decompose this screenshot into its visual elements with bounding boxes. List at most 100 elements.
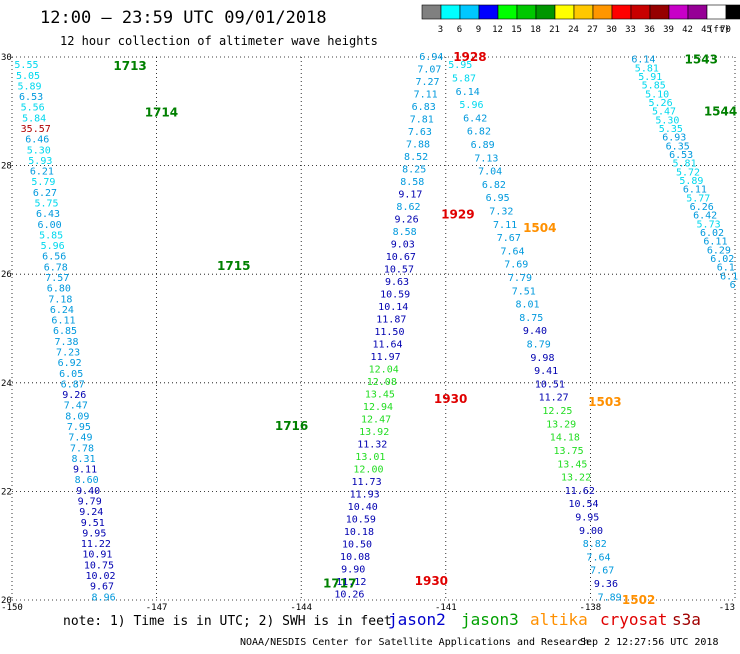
colorbar-tick-label: 45 [701, 25, 712, 35]
wave-height-point: 7.07 [417, 65, 441, 76]
wave-height-point: 6.42 [693, 211, 717, 222]
wave-height-point: 8.79 [527, 340, 551, 351]
wave-height-point: 8.75 [519, 313, 543, 324]
wave-height-point: 7.23 [56, 348, 80, 359]
wave-height-point: 8.25 [402, 165, 426, 176]
x-tick-label: -138 [580, 603, 602, 613]
wave-height-point: 6.11 [683, 185, 707, 196]
pass-number-label: 1929 [441, 207, 474, 221]
colorbar-tick-label: 70 [720, 25, 731, 35]
wave-height-point: 6.11 [51, 316, 75, 327]
colorbar-swatch [478, 4, 499, 20]
wave-height-point: 12.08 [367, 377, 397, 388]
wave-height-point: 8.01 [515, 300, 539, 311]
wave-height-point: 7.18 [48, 294, 72, 305]
wave-height-point: 8.96 [92, 592, 116, 603]
wave-height-point: 13.01 [355, 452, 385, 463]
colorbar-swatch [649, 4, 670, 20]
wave-height-point: 5.87 [452, 73, 476, 84]
wave-height-point: 5.26 [649, 98, 673, 109]
wave-height-point: 5.93 [28, 156, 52, 167]
wave-height-point: 6.82 [482, 180, 506, 191]
pass-number-label: 1930 [415, 574, 448, 588]
wave-height-point: 10.59 [380, 290, 410, 301]
wave-height-point: 10.75 [84, 560, 114, 571]
y-tick-label: 30 [1, 53, 12, 63]
wave-height-point: 14.18 [550, 433, 580, 444]
pass-number-label: 1502 [622, 593, 655, 607]
wave-height-point: 6.02 [700, 228, 724, 239]
wave-height-point: 5.73 [697, 219, 721, 230]
wave-height-point: 9.95 [82, 528, 106, 539]
wave-height-point: 11.22 [81, 539, 111, 550]
y-tick-label: 28 [1, 162, 12, 172]
colorbar-swatch [630, 4, 651, 20]
wave-height-point: 10.50 [342, 540, 372, 551]
wave-height-point: 6.83 [412, 102, 436, 113]
wave-height-point: 6.95 [486, 193, 510, 204]
colorbar-swatch [668, 4, 689, 20]
wave-height-point: 6.93 [662, 133, 686, 144]
wave-height-point: 13.92 [359, 427, 389, 438]
axis-ticks: 30 28 26 24 22 20-150 -147 -144 -141 -138 -13 [1, 53, 735, 613]
wave-height-point: 13.22 [561, 473, 591, 484]
wave-height-point: 6.89 [471, 140, 495, 151]
wave-height-point: 7.11 [493, 220, 517, 231]
wave-height-point: 6.14 [456, 87, 480, 98]
wave-height-point: 12.25 [542, 406, 572, 417]
colorbar-tick-label: 27 [587, 25, 598, 35]
pass-number-label: 1713 [113, 59, 146, 73]
wave-height-point: 10.51 [535, 379, 565, 390]
colorbar-swatch [440, 4, 461, 20]
wave-height-point: 8.58 [400, 177, 424, 188]
wave-height-point: 6.87 [61, 379, 85, 390]
x-tick-label: -144 [290, 603, 312, 613]
colorbar-tick-label: 36 [644, 25, 655, 35]
wave-height-point: 5.89 [679, 176, 703, 187]
wave-height-point: 10.67 [386, 252, 416, 263]
satellite-legend: jason2 jason3 altika cryosat s3a [388, 610, 701, 629]
wave-height-point: 8.82 [583, 539, 607, 550]
wave-height-point: 5.77 [686, 193, 710, 204]
wave-height-point: 8.31 [71, 454, 95, 465]
wave-height-point: 10.08 [340, 552, 370, 563]
wave-height-point: 5.91 [638, 72, 662, 83]
wave-height-point: 6.11 [703, 237, 727, 248]
wave-height-point: 11.87 [376, 315, 406, 326]
map-subtitle: 12 hour collection of altimeter wave hei… [60, 34, 378, 48]
wave-height-point: 7.64 [586, 552, 610, 563]
wave-height-point: 6.85 [53, 326, 77, 337]
wave-height-point: 10.59 [346, 515, 376, 526]
wave-height-point: 6.27 [33, 188, 57, 199]
colorbar-tick-label: 39 [663, 25, 674, 35]
wave-height-point: 11.32 [357, 440, 387, 451]
wave-height-point: 9.41 [534, 366, 558, 377]
wave-height-point: 8.58 [393, 227, 417, 238]
colorbar-tick-label: 12 [492, 25, 503, 35]
satellite-legend-cryosat: cryosat [600, 610, 667, 629]
wave-height-point: 9.26 [62, 390, 86, 401]
pass-number-label: 1928 [453, 50, 486, 64]
wave-height-point: 5.72 [676, 167, 700, 178]
footer-note: note: 1) Time is in UTC; 2) SWH is in fe… [63, 614, 392, 629]
wave-height-point: 5.10 [645, 89, 669, 100]
wave-height-point: 5.47 [652, 107, 676, 118]
pass-number-label: 1715 [217, 259, 250, 273]
wave-height-point: 6.1 [720, 271, 738, 282]
wave-height-point: 9.17 [398, 190, 422, 201]
wave-height-point: 9.79 [78, 496, 102, 507]
wave-height-point: 11.73 [351, 477, 381, 488]
wave-height-point: 9.67 [90, 582, 114, 593]
wave-height-point: 7.47 [64, 401, 88, 412]
wave-height-point: 10.02 [85, 571, 115, 582]
wave-height-point: 6.43 [36, 209, 60, 220]
colorbar-swatch [535, 4, 556, 20]
pass-number-label: 1714 [145, 105, 178, 119]
pass-number-label: 1504 [523, 221, 556, 235]
wave-height-point: 6.35 [666, 141, 690, 152]
wave-height-point: 13.45 [365, 390, 395, 401]
wave-height-point: 6.26 [690, 202, 714, 213]
wave-height-point: 7.78 [70, 443, 94, 454]
